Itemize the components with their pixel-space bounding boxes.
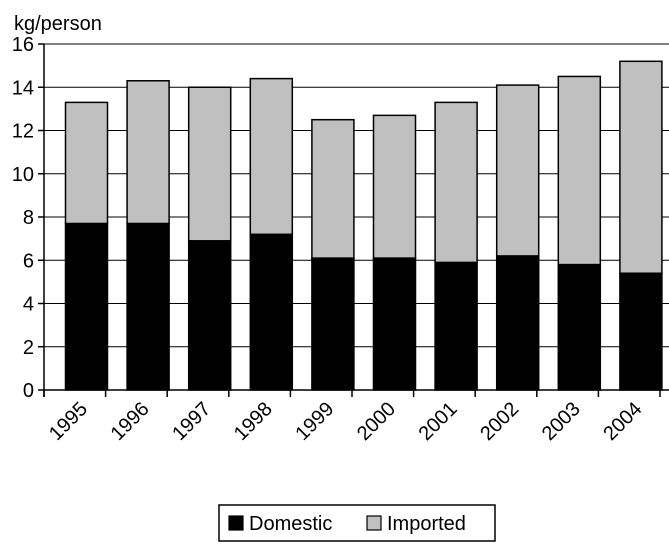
bar-domestic-2004	[619, 272, 663, 391]
x-tick-label-2000: 2000	[353, 398, 400, 445]
y-tick-label-4: 4	[23, 294, 34, 316]
bars	[64, 60, 663, 391]
bar-domestic-2000	[372, 257, 417, 391]
bar-domestic-2002	[495, 255, 540, 391]
y-tick-label-10: 10	[12, 164, 34, 186]
y-tick-label-6: 6	[23, 250, 34, 272]
bar-imported-2000	[372, 114, 417, 259]
bar-imported-1995	[64, 101, 109, 225]
bar-imported-1996	[126, 80, 170, 225]
legend-swatch-imported	[366, 515, 382, 531]
legend-swatch-domestic	[228, 515, 244, 531]
x-tick-label-2003: 2003	[538, 398, 585, 445]
bar-imported-1999	[311, 118, 355, 259]
bar-domestic-1998	[249, 233, 294, 391]
x-tick-label-1997: 1997	[168, 398, 215, 445]
bar-imported-1997	[187, 86, 232, 242]
y-tick-labels: 0 2 4 6 8 10 12 14 16	[12, 34, 34, 402]
y-tick-label-12: 12	[12, 121, 34, 143]
bar-domestic-1999	[311, 257, 355, 391]
x-tick-label-2002: 2002	[476, 398, 523, 445]
x-tick-labels: 1995 1996 1997 1998 1999 2000 2001 2002 2003 2004	[45, 398, 646, 445]
x-tick-label-2001: 2001	[415, 398, 462, 445]
bar-domestic-1995	[64, 222, 109, 391]
legend-label-imported: Imported	[387, 513, 466, 535]
x-tick-label-2004: 2004	[599, 398, 646, 445]
bar-domestic-2001	[434, 261, 478, 391]
x-tick-label-1999: 1999	[291, 398, 338, 445]
legend-box	[218, 504, 496, 542]
axes	[38, 43, 669, 397]
bar-imported-2001	[434, 101, 478, 264]
y-tick-label-14: 14	[12, 77, 34, 99]
x-tick-label-1998: 1998	[230, 398, 277, 445]
y-axis-label: kg/person	[14, 13, 102, 35]
bar-imported-1998	[249, 77, 294, 236]
x-tick-label-1996: 1996	[107, 398, 154, 445]
bar-imported-2003	[557, 75, 602, 266]
y-tick-label-2: 2	[23, 337, 34, 359]
legend: Domestic Imported	[218, 504, 496, 542]
x-tick-label-1995: 1995	[45, 398, 92, 445]
legend-label-domestic: Domestic	[249, 513, 332, 535]
bar-domestic-1997	[187, 240, 232, 391]
y-tick-label-0: 0	[23, 380, 34, 402]
bar-domestic-1996	[126, 222, 170, 391]
y-tick-label-8: 8	[23, 207, 34, 229]
y-tick-label-16: 16	[12, 34, 34, 56]
bar-domestic-2003	[557, 263, 602, 391]
bar-imported-2004	[619, 60, 663, 274]
bar-imported-2002	[495, 84, 540, 257]
